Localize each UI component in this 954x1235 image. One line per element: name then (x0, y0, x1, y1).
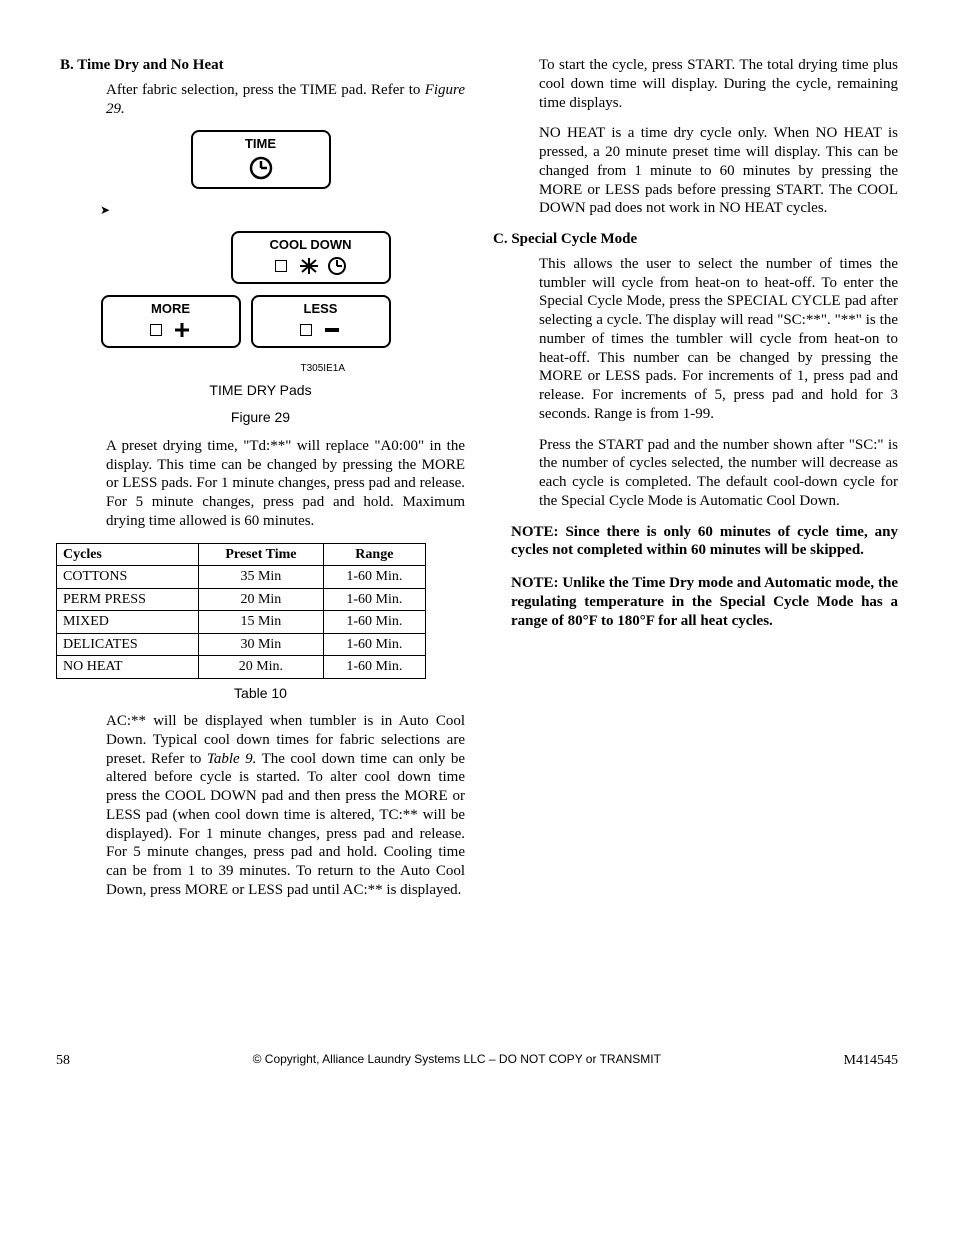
th-range: Range (323, 543, 425, 566)
plus-icon (172, 320, 192, 340)
clock-icon (327, 256, 347, 276)
cell: NO HEAT (57, 656, 199, 679)
table9-ref: Table 9. (207, 751, 257, 767)
cycles-table: Cycles Preset Time Range COTTONS 35 Min … (56, 543, 426, 679)
indicator-box-icon (300, 324, 312, 336)
cell: 1-60 Min. (323, 633, 425, 656)
cell: 35 Min (199, 566, 324, 589)
table-row: NO HEAT 20 Min. 1-60 Min. (57, 656, 426, 679)
preset-time-para: A preset drying time, "Td:**" will repla… (106, 437, 465, 531)
page-number: 58 (56, 1052, 70, 1070)
th-preset: Preset Time (199, 543, 324, 566)
no-heat-para: NO HEAT is a time dry cycle only. When N… (539, 124, 898, 218)
start-cycle-para: To start the cycle, press START. The tot… (539, 56, 898, 112)
snowflake-icon (297, 256, 321, 276)
more-label: MORE (103, 301, 239, 317)
p3c-text: The cool down time can only be altered b… (106, 751, 465, 898)
cell: 30 Min (199, 633, 324, 656)
table-row: MIXED 15 Min 1-60 Min. (57, 611, 426, 634)
less-label: LESS (253, 301, 389, 317)
note-60min: NOTE: Since there is only 60 minutes of … (511, 523, 898, 561)
cell: 1-60 Min. (323, 588, 425, 611)
cell: 20 Min. (199, 656, 324, 679)
table-row: DELICATES 30 Min 1-60 Min. (57, 633, 426, 656)
less-pad: LESS (251, 295, 391, 347)
section-b-heading: B. Time Dry and No Heat (78, 56, 465, 75)
cell: 1-60 Min. (323, 656, 425, 679)
indicator-box-icon (150, 324, 162, 336)
page-footer: 58 © Copyright, Alliance Laundry Systems… (56, 1052, 898, 1070)
document-number: M414545 (844, 1052, 898, 1070)
cell: 15 Min (199, 611, 324, 634)
cell: COTTONS (57, 566, 199, 589)
clock-icon (193, 155, 329, 181)
th-cycles: Cycles (57, 543, 199, 566)
auto-cooldown-para: AC:** will be displayed when tumbler is … (106, 712, 465, 900)
cell: 1-60 Min. (323, 566, 425, 589)
figure-number: Figure 29 (56, 409, 465, 427)
cell: MIXED (57, 611, 199, 634)
cell: 20 Min (199, 588, 324, 611)
p1a-text: After fabric selection, press the TIME p… (106, 82, 425, 98)
figure-caption-pads: TIME DRY Pads (56, 382, 465, 400)
table-caption: Table 10 (56, 685, 465, 703)
note-temp-range: NOTE: Unlike the Time Dry mode and Autom… (511, 574, 898, 630)
indicator-box-icon (275, 260, 287, 272)
flow-arrow (100, 201, 465, 220)
table-row: COTTONS 35 Min 1-60 Min. (57, 566, 426, 589)
more-pad: MORE (101, 295, 241, 347)
cell: PERM PRESS (57, 588, 199, 611)
section-b-intro: After fabric selection, press the TIME p… (106, 81, 465, 119)
time-pad: TIME (191, 130, 331, 188)
special-cycle-para1: This allows the user to select the numbe… (539, 255, 898, 424)
cell: DELICATES (57, 633, 199, 656)
time-pad-label: TIME (193, 136, 329, 152)
cell: 1-60 Min. (323, 611, 425, 634)
minus-icon (322, 320, 342, 340)
special-cycle-para2: Press the START pad and the number shown… (539, 436, 898, 511)
figure-reference-code: T305IE1A (56, 363, 345, 376)
copyright-text: © Copyright, Alliance Laundry Systems LL… (253, 1052, 661, 1070)
cool-down-pad: COOL DOWN (231, 231, 391, 283)
table-row: PERM PRESS 20 Min 1-60 Min. (57, 588, 426, 611)
section-c-heading: C. Special Cycle Mode (511, 230, 898, 249)
table-header-row: Cycles Preset Time Range (57, 543, 426, 566)
cool-down-label: COOL DOWN (233, 237, 389, 253)
